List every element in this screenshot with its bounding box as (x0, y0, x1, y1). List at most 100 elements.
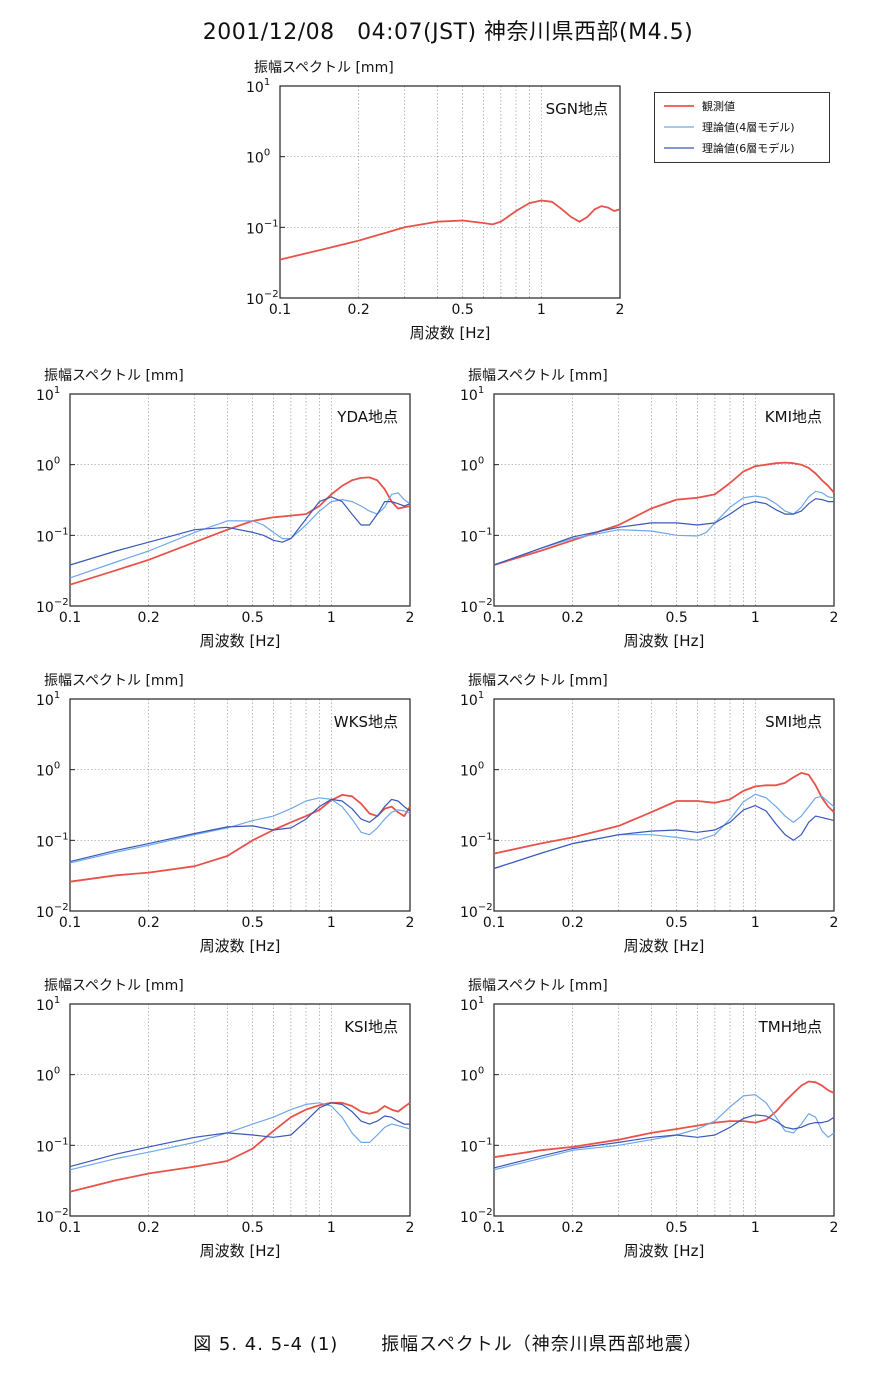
x-tick-label: 0.2 (138, 1220, 160, 1236)
series-line-model6 (69, 1102, 410, 1168)
y-tick-label: 10−1 (246, 218, 279, 237)
y-axis-label: 振幅スペクトル [mm] (468, 978, 608, 994)
series-line-model4 (493, 490, 835, 566)
x-tick-label: 1 (751, 1220, 760, 1236)
series-line-observed (493, 772, 835, 855)
y-tick-label: 100 (460, 456, 484, 475)
y-axis-label: 振幅スペクトル [mm] (254, 60, 394, 76)
legend-label-model4: 理論値(4層モデル) (702, 120, 795, 134)
x-tick-label: 0.2 (562, 610, 584, 626)
x-tick-label: 0.2 (562, 1220, 584, 1236)
x-axis-label: 周波数 [Hz] (410, 324, 491, 342)
y-tick-label: 100 (36, 761, 60, 780)
y-tick-label: 10−1 (36, 831, 69, 850)
x-tick-label: 0.2 (348, 302, 370, 318)
station-label: WKS地点 (334, 713, 398, 731)
series-line-observed (493, 1080, 835, 1159)
series-line-model6 (493, 805, 835, 870)
plot-frame (69, 1003, 411, 1217)
x-tick-label: 2 (830, 610, 839, 626)
x-axis-label: 周波数 [Hz] (200, 632, 281, 650)
station-label: YDA地点 (336, 408, 398, 426)
station-label: KSI地点 (344, 1018, 398, 1036)
x-tick-label: 2 (406, 610, 415, 626)
plot-frame (493, 393, 835, 607)
series-line-model4 (493, 793, 835, 870)
x-tick-label: 0.1 (59, 1220, 81, 1236)
x-axis-label: 周波数 [Hz] (624, 1242, 705, 1260)
x-axis-label: 周波数 [Hz] (624, 937, 705, 955)
series-line-observed (279, 199, 621, 261)
x-axis-label: 周波数 [Hz] (200, 937, 281, 955)
legend-label-model6: 理論値(6層モデル) (702, 141, 795, 155)
figure-number: 図 5. 4. 5-4 (1) (193, 1334, 339, 1355)
y-tick-label: 10−1 (36, 1136, 69, 1155)
y-tick-label: 10−1 (460, 831, 493, 850)
y-tick-label: 10−1 (460, 1136, 493, 1155)
plot-frame (279, 85, 621, 299)
x-tick-label: 0.1 (483, 1220, 505, 1236)
station-label: TMH地点 (758, 1018, 822, 1036)
plot-frame (69, 393, 411, 607)
x-tick-label: 2 (616, 302, 625, 318)
x-tick-label: 0.5 (666, 610, 688, 626)
y-tick-label: 101 (36, 385, 60, 404)
x-tick-label: 0.1 (483, 915, 505, 931)
station-label: SGN地点 (546, 100, 608, 118)
y-tick-label: 101 (460, 995, 484, 1014)
x-tick-label: 1 (327, 1220, 336, 1236)
x-axis-label: 周波数 [Hz] (624, 632, 705, 650)
y-tick-label: 101 (460, 690, 484, 709)
x-tick-label: 0.1 (483, 610, 505, 626)
y-tick-label: 101 (246, 77, 270, 96)
plot-frame (493, 698, 835, 912)
y-tick-label: 101 (36, 995, 60, 1014)
series-line-observed (493, 461, 835, 566)
x-tick-label: 1 (327, 610, 336, 626)
x-tick-label: 0.5 (452, 302, 474, 318)
plot-frame (69, 698, 411, 912)
series-line-model4 (69, 797, 411, 864)
figure-caption: 図 5. 4. 5-4 (1) 振幅スペクトル（神奈川県西部地震） (0, 1330, 896, 1356)
x-tick-label: 2 (830, 1220, 839, 1236)
x-tick-label: 1 (751, 610, 760, 626)
x-tick-label: 0.2 (562, 915, 584, 931)
legend-label-observed: 観測値 (702, 99, 735, 113)
y-tick-label: 100 (246, 148, 270, 167)
x-tick-label: 0.5 (666, 1220, 688, 1236)
x-tick-label: 0.1 (59, 610, 81, 626)
y-axis-label: 振幅スペクトル [mm] (44, 978, 184, 994)
x-tick-label: 2 (406, 915, 415, 931)
series-line-observed (69, 1101, 411, 1193)
x-tick-label: 0.1 (59, 915, 81, 931)
x-tick-label: 1 (537, 302, 546, 318)
y-tick-label: 100 (36, 456, 60, 475)
y-tick-label: 101 (36, 690, 60, 709)
series-line-model4 (493, 1094, 835, 1171)
y-tick-label: 100 (460, 761, 484, 780)
y-tick-label: 100 (36, 1066, 60, 1085)
series-line-model4 (69, 492, 411, 579)
x-tick-label: 1 (327, 915, 336, 931)
series-line-observed (69, 793, 411, 883)
figure-caption-text: 振幅スペクトル（神奈川県西部地震） (381, 1334, 703, 1355)
x-tick-label: 0.2 (138, 915, 160, 931)
series-line-model6 (493, 498, 834, 566)
x-tick-label: 0.1 (269, 302, 291, 318)
x-tick-label: 0.5 (242, 1220, 264, 1236)
y-axis-label: 振幅スペクトル [mm] (468, 673, 608, 689)
x-tick-label: 0.5 (242, 915, 264, 931)
series-line-model6 (69, 798, 411, 863)
series-line-observed (69, 476, 411, 586)
x-tick-label: 2 (406, 1220, 415, 1236)
x-tick-label: 0.2 (138, 610, 160, 626)
x-tick-label: 1 (751, 915, 760, 931)
